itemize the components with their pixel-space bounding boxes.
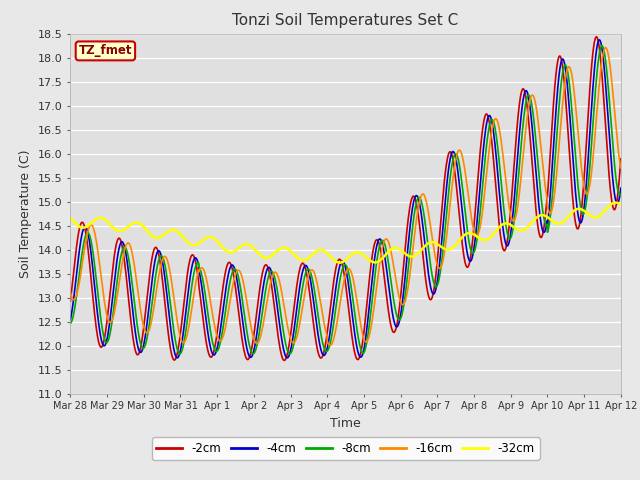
Y-axis label: Soil Temperature (C): Soil Temperature (C) bbox=[19, 149, 33, 278]
Title: Tonzi Soil Temperatures Set C: Tonzi Soil Temperatures Set C bbox=[232, 13, 459, 28]
Legend: -2cm, -4cm, -8cm, -16cm, -32cm: -2cm, -4cm, -8cm, -16cm, -32cm bbox=[152, 437, 540, 460]
X-axis label: Time: Time bbox=[330, 417, 361, 430]
Text: TZ_fmet: TZ_fmet bbox=[79, 44, 132, 58]
